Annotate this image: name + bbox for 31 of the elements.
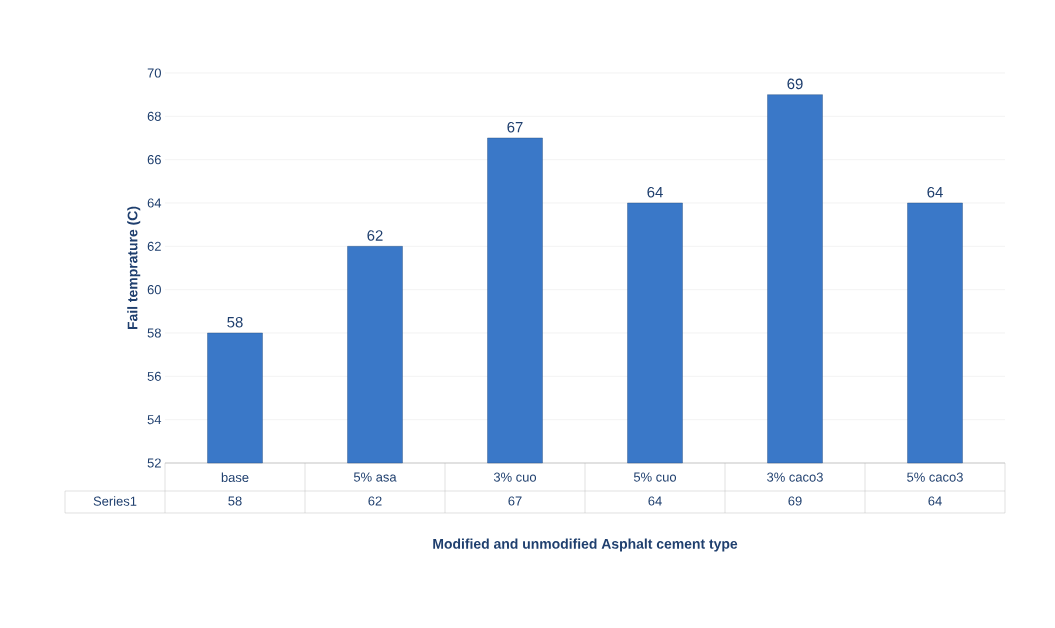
data-label: 64 xyxy=(648,496,662,506)
x-tick-label: 5% caco3 xyxy=(907,472,963,482)
data-label: 58 xyxy=(228,496,242,506)
text: Series1 xyxy=(93,496,137,506)
y-tick-label: 54 xyxy=(147,415,162,425)
x-axis-title: Modified and unmodified Asphalt cement type xyxy=(433,538,738,552)
x-tick-label: 5% cuo xyxy=(633,472,677,482)
data-label: 67 xyxy=(508,496,522,506)
y-axis-title: Fail temprature (C) xyxy=(127,206,141,330)
text: 69 xyxy=(787,78,803,90)
text: 62 xyxy=(367,230,383,241)
x-tick-label: base xyxy=(221,472,249,483)
text: 64 xyxy=(927,186,943,198)
data-label: 64 xyxy=(928,496,942,506)
y-tick-label: 60 xyxy=(147,285,161,295)
x-tick-label: 3% caco3 xyxy=(767,472,823,482)
x-tick-label: 3% cuo xyxy=(493,472,537,482)
data-label: 69 xyxy=(788,496,802,506)
x-tick-label: 5% asa xyxy=(353,472,397,482)
y-tick-label: 68 xyxy=(147,111,161,121)
y-tick-label: 56 xyxy=(147,371,161,381)
y-tick-label: 64 xyxy=(147,198,162,208)
y-tick-label: 62 xyxy=(147,241,161,251)
text: 67 xyxy=(507,121,523,133)
text: 58 xyxy=(227,316,243,328)
y-tick-label: 66 xyxy=(147,155,161,165)
text: 64 xyxy=(647,186,663,198)
data-label: 62 xyxy=(368,496,382,506)
y-tick-label: 70 xyxy=(147,68,161,78)
y-tick-label: 52 xyxy=(147,458,161,468)
y-tick-label: 58 xyxy=(147,328,161,338)
